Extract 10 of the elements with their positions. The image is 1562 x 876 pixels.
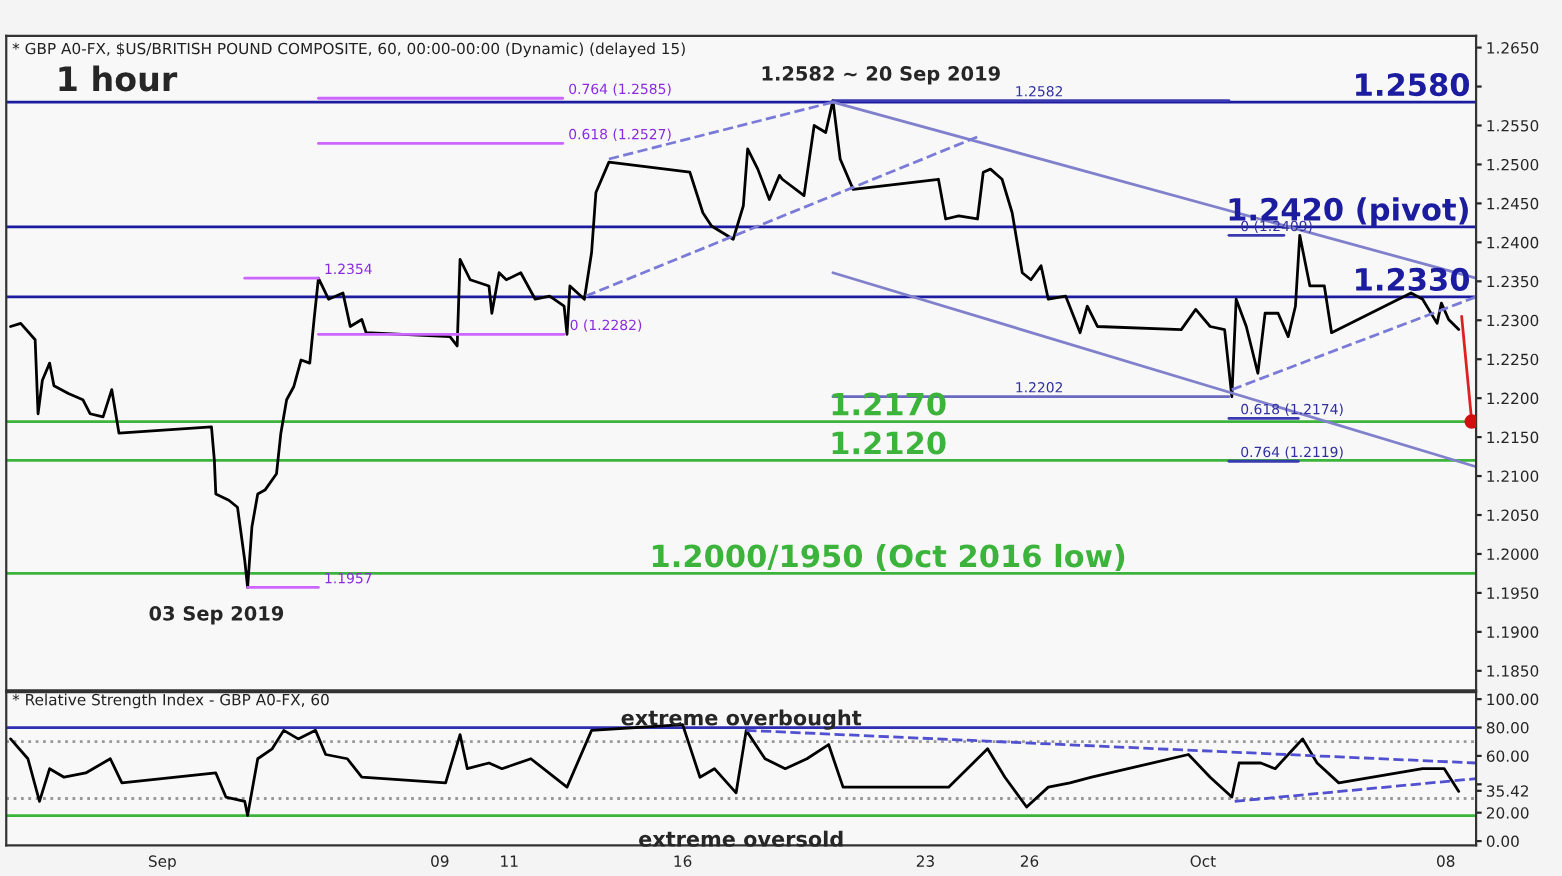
annotation: extreme oversold	[639, 830, 843, 847]
annotation: extreme overbought	[621, 709, 862, 730]
ref-line-label: 1.2330	[1356, 267, 1470, 291]
ref-line-label: 1.2580	[1356, 73, 1470, 97]
ref-line-label: 1.2170	[832, 392, 946, 416]
ref-line-label: 1.2000/1950 (Oct 2016 low)	[652, 543, 1125, 572]
annotation: 03 Sep 2019	[149, 605, 284, 625]
annotation: 1 hour	[59, 65, 178, 92]
ref-line-label: 1.2120	[832, 431, 946, 455]
annotation: 1.2582 ~ 20 Sep 2019	[762, 66, 1000, 85]
